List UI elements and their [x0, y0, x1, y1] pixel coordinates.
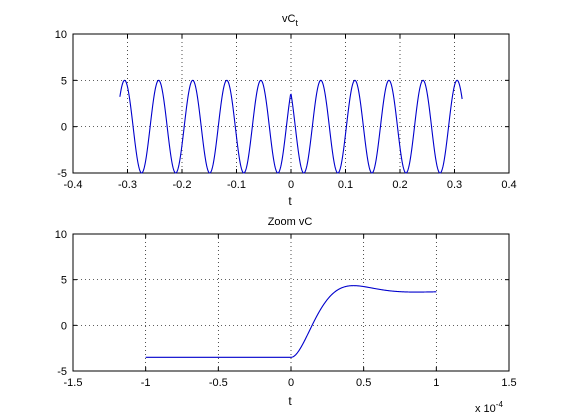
x-tick-label: 0 [288, 377, 294, 389]
x-axis-exponent: x 10-4 [475, 400, 503, 415]
x-tick-label: -0.1 [227, 179, 246, 191]
x-tick-label: 0.2 [392, 179, 407, 191]
x-tick-label: -0.4 [64, 179, 83, 191]
y-tick-label: 0 [61, 320, 67, 332]
plot-area [72, 33, 510, 174]
chart-title: Zoom vC [268, 216, 313, 228]
x-tick-label: -1.5 [64, 377, 83, 389]
y-tick-label: -5 [57, 366, 67, 378]
x-tick-label: 0.3 [447, 179, 462, 191]
x-tick-label: -0.2 [173, 179, 192, 191]
x-tick-label: -1 [141, 377, 151, 389]
chart-title: vCt [282, 13, 298, 28]
chart-vc-t: vCt t -0.4 -0.3 -0.2 -0.1 0 0.1 0.2 0.3 0.4 -5 0 5 1… [55, 13, 517, 208]
series-line [290, 79, 463, 174]
x-tick-label: 0 [288, 179, 294, 191]
x-tick-label: 1 [433, 377, 439, 389]
x-axis-label: t [288, 394, 292, 408]
x-tick-label: 1.5 [501, 377, 516, 389]
x-tick-label: 0.4 [501, 179, 516, 191]
chart-zoom-vc: Zoom vC t x 10-4 -1.5 -1 -0.5 0 0.5 1 1.5 -5 0 5 1… [55, 216, 517, 415]
x-tick-label: 0.1 [338, 179, 353, 191]
x-tick-label: -0.5 [209, 377, 228, 389]
series-line [145, 285, 437, 358]
y-tick-label: -5 [57, 168, 67, 180]
x-axis-label: t [288, 194, 292, 208]
y-tick-label: 10 [55, 229, 67, 241]
x-tick-label: -0.3 [118, 179, 137, 191]
y-tick-label: 5 [61, 275, 67, 287]
y-tick-label: 5 [61, 75, 67, 87]
x-tick-label: 0.5 [356, 377, 371, 389]
series-line [119, 79, 292, 174]
y-tick-label: 10 [55, 29, 67, 41]
y-tick-label: 0 [61, 122, 67, 134]
